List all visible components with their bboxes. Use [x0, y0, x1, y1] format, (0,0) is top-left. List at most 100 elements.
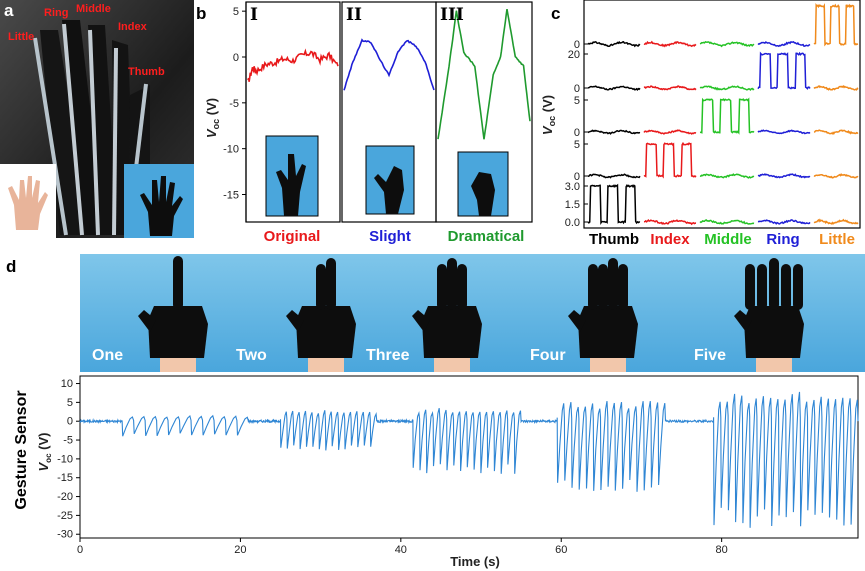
- panel-d-ytick: -5: [63, 435, 73, 447]
- glove-blue-inset: [124, 164, 194, 238]
- panel-a-photo: Little Ring Middle Index Thumb: [0, 0, 194, 238]
- panel-b-ytick: -10: [223, 144, 239, 156]
- condition-label-slight: Slight: [369, 228, 411, 245]
- panel-c-trace-index: [643, 129, 697, 135]
- panel-c-trace-index: [643, 85, 697, 91]
- panel-b-frame: [245, 1, 341, 223]
- panel-c-ytick: 3.0: [565, 181, 580, 193]
- condition-label-original: Original: [264, 228, 321, 245]
- panel-d-ytick: -15: [57, 472, 73, 484]
- panel-d-xtick: 40: [395, 544, 407, 556]
- panel-c-trace-little: [813, 129, 859, 136]
- gesture-label-one: One: [92, 347, 123, 364]
- panel-d-trace-three: [376, 407, 522, 474]
- panel-d-ytick: 10: [61, 378, 73, 390]
- panel-d-ylabel: Voc (V): [36, 433, 53, 472]
- panel-d-letter: d: [6, 257, 17, 276]
- panel-c-trace-thumb: [587, 85, 641, 92]
- panel-d-trace-two: [247, 410, 378, 451]
- panel-d-xtick: 60: [555, 544, 567, 556]
- panel-d-trace-one: [79, 414, 249, 437]
- bare-hand-inset: [0, 164, 56, 238]
- gesture-hand-photo: [568, 258, 638, 372]
- gesture-hand-photo: [734, 258, 804, 372]
- gesture-label-three: Three: [366, 347, 410, 364]
- panel-b-inset-photo: [265, 135, 319, 217]
- roman-i: I: [250, 5, 258, 25]
- panel-b-letter: b: [196, 4, 207, 23]
- panel-a-letter: a: [4, 1, 14, 20]
- panel-c-trace-ring: [757, 51, 811, 90]
- finger-axis-little: Little: [819, 231, 855, 248]
- panel-c-trace-ring: [757, 173, 811, 179]
- panel-d-side-title: Gesture Sensor: [13, 390, 30, 509]
- panel-b-series-slight: [343, 38, 435, 91]
- panel-b-ytick: 5: [233, 6, 239, 18]
- panel-c-trace-index: [643, 40, 697, 48]
- panel-d-ytick: -10: [57, 453, 73, 465]
- panel-c-ytick: 20: [568, 49, 580, 61]
- panel-c-ytick: 0: [574, 171, 580, 183]
- panel-c-ytick: 5: [574, 95, 580, 107]
- panel-c-trace-index: [643, 218, 697, 226]
- panel-b-series-original: [247, 48, 339, 82]
- gesture-hand-photo: [286, 258, 356, 372]
- panel-d-side-title-svg: Gesture Sensor: [13, 390, 30, 509]
- panel-c-trace-thumb: [587, 40, 641, 48]
- panel-d-xlabel: Time (s): [450, 554, 500, 569]
- finger-label-little: Little: [8, 31, 34, 43]
- panel-c-trace-middle: [699, 41, 755, 48]
- panel-c-trace-middle: [699, 173, 755, 179]
- gesture-hand-photo: [138, 256, 208, 372]
- panel-c-trace-thumb: [587, 183, 641, 225]
- finger-label-ring: Ring: [44, 7, 68, 19]
- panel-b-frame: [435, 1, 533, 223]
- panel-c-ytick: 1.5: [565, 199, 580, 211]
- panel-c-trace-little: [813, 218, 859, 225]
- panel-b-ylabel: Voc (V): [204, 98, 221, 138]
- condition-label-dramatical: Dramatical: [448, 228, 525, 245]
- panel-c-trace-middle: [699, 85, 755, 92]
- panel-d-trace-five: [665, 391, 859, 528]
- panel-c-trace-ring: [757, 40, 811, 48]
- panel-c-trace-middle: [699, 97, 755, 135]
- gesture-photo-strip: One Two Three Four Five: [80, 254, 865, 372]
- gesture-label-five: Five: [694, 347, 726, 364]
- panel-c-trace-little: [813, 85, 859, 91]
- panel-b-ytick: 0: [233, 52, 239, 64]
- finger-axis-middle: Middle: [704, 231, 752, 248]
- panel-c-letter: c: [551, 4, 561, 23]
- panel-d-ytick: -30: [57, 529, 73, 541]
- panel-d-xtick: 80: [716, 544, 728, 556]
- panel-c-trace-little: [813, 172, 859, 179]
- gesture-hand-photo: [412, 258, 482, 372]
- panel-c-trace-ring: [757, 129, 811, 135]
- panel-c-trace-ring: [757, 219, 811, 225]
- finger-axis-thumb: Thumb: [589, 231, 639, 248]
- roman-ii: II: [346, 5, 362, 25]
- panel-d-chart: Voc (V) Time (s) 10 5 0 -5 -10 -15 -20 -25 -30 0 2…: [36, 375, 859, 569]
- panel-c-ytick: 0: [574, 83, 580, 95]
- panel-c-trace-thumb: [587, 129, 641, 135]
- panel-b-inset-photo: [365, 145, 415, 215]
- panel-b-ytick: -15: [223, 190, 239, 202]
- finger-label-index: Index: [118, 21, 148, 33]
- panel-c-trace-thumb: [587, 173, 641, 179]
- panel-d-xtick: 20: [234, 544, 246, 556]
- panel-d-ytick: 0: [67, 416, 73, 428]
- panel-b-chart: Voc (V) 5 0 -5 -10 -15 I II III Original Sli…: [204, 1, 533, 245]
- panel-b-ytick: -5: [229, 98, 239, 110]
- panel-d-ytick: 5: [67, 397, 73, 409]
- roman-iii: III: [440, 5, 464, 25]
- panel-c-trace-little: [813, 3, 859, 47]
- panel-c-ytick: 0: [574, 39, 580, 51]
- gesture-label-two: Two: [236, 347, 267, 364]
- finger-label-thumb: Thumb: [128, 66, 165, 78]
- finger-axis-ring: Ring: [766, 231, 799, 248]
- finger-axis-index: Index: [650, 231, 690, 248]
- panel-c-ytick: 0.0: [565, 217, 580, 229]
- panel-d-ytick: -25: [57, 510, 73, 522]
- gesture-label-four: Four: [530, 347, 566, 364]
- panel-d-ytick: -20: [57, 491, 73, 503]
